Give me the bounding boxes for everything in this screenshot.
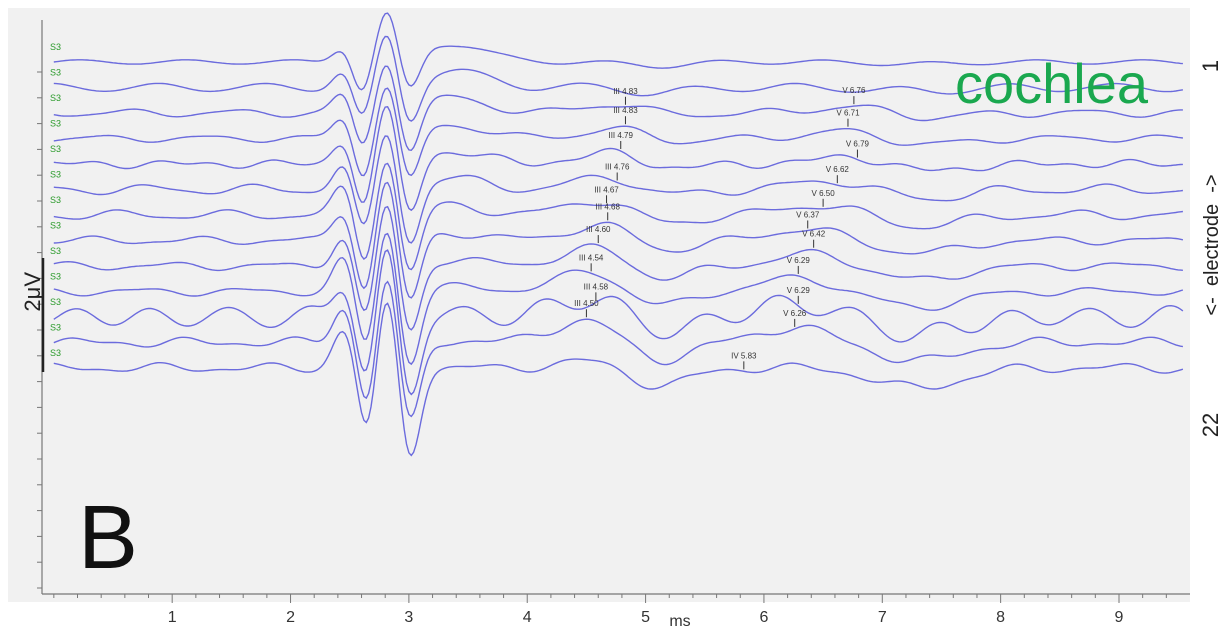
trace-tag: S3 [50, 93, 61, 103]
x-tick-label: 9 [1115, 609, 1124, 626]
x-tick-label: 4 [523, 609, 532, 626]
electrode-top-label: 1 [1198, 60, 1223, 72]
peak-label: V 6.26 [783, 309, 807, 318]
trace-tag: S3 [50, 246, 61, 256]
peak-label: III 4.58 [584, 282, 609, 291]
peak-label: V 6.29 [787, 256, 811, 265]
trace-line [53, 12, 1183, 91]
trace-line [53, 162, 1183, 271]
peak-label: V 6.42 [802, 230, 826, 239]
trace-line [53, 35, 1184, 122]
peak-label: III 4.60 [586, 225, 611, 234]
trace-tag: S3 [50, 170, 61, 180]
x-tick-label: 3 [404, 609, 413, 626]
trace-group [53, 12, 1184, 457]
peak-label: III 4.83 [613, 106, 638, 115]
peak-label: III 4.54 [579, 253, 604, 262]
trace-line [53, 249, 1184, 396]
x-tick-label: 1 [168, 609, 177, 626]
electrode-axis-label: <- electrode -> [1201, 174, 1223, 315]
peak-label: III 4.67 [594, 185, 619, 194]
trace-tag: S3 [50, 297, 61, 307]
peak-label: V 6.37 [796, 210, 820, 219]
peak-label: V 6.29 [787, 286, 811, 295]
peak-label: III 4.83 [613, 87, 638, 96]
trace-tag: S3 [50, 195, 61, 205]
peak-label: III 4.68 [595, 202, 620, 211]
trace-line [53, 181, 1184, 299]
x-axis-label: ms [669, 613, 690, 630]
cochlea-annotation: cochlea [955, 52, 1149, 115]
trace-tag-group: S3 S3 S3 S3 S3 S3 S3 S3 S3 S3 S3 S3 S3 [50, 42, 61, 358]
trace-tag: S3 [50, 272, 61, 282]
peak-label: V 6.79 [846, 140, 870, 149]
peak-label: IV 5.83 [731, 351, 757, 360]
trace-tag: S3 [50, 348, 61, 358]
x-tick-label: 5 [641, 609, 650, 626]
trace-tag: S3 [50, 323, 61, 333]
trace-tag: S3 [50, 68, 61, 78]
x-tick-label: 6 [759, 609, 768, 626]
x-tick-group: 1 2 3 4 5 6 7 8 9 [53, 594, 1167, 626]
electrode-bottom-label: 22 [1198, 413, 1223, 437]
trace-line [53, 65, 1183, 152]
trace-tag: S3 [50, 221, 61, 231]
x-tick-label: 2 [286, 609, 295, 626]
peak-label-group: III 4.83 III 4.83 III 4.79 III 4.76 III 4.67… [574, 86, 870, 370]
scale-bar-label: 2μV [20, 272, 45, 312]
peak-label: V 6.62 [826, 165, 850, 174]
trace-line [53, 280, 1184, 418]
x-tick-label: 7 [878, 609, 887, 626]
peak-label: V 6.76 [842, 86, 866, 95]
y-tick-group [37, 71, 42, 589]
trace-line [53, 135, 1183, 244]
trace-tag: S3 [50, 42, 61, 52]
trace-line [53, 106, 1183, 212]
peak-label: III 4.79 [608, 131, 633, 140]
x-tick-label: 8 [996, 609, 1005, 626]
peak-label: III 4.76 [605, 162, 630, 171]
trace-line [53, 87, 1183, 177]
panel-label: B [78, 488, 138, 588]
trace-line [53, 205, 1183, 331]
trace-line [53, 302, 1184, 457]
trace-tag: S3 [50, 119, 61, 129]
trace-tag: S3 [50, 144, 61, 154]
peak-label: V 6.50 [812, 189, 836, 198]
trace-line [53, 232, 1184, 366]
peak-label: V 6.71 [836, 109, 860, 118]
peak-label: III 4.50 [574, 299, 599, 308]
